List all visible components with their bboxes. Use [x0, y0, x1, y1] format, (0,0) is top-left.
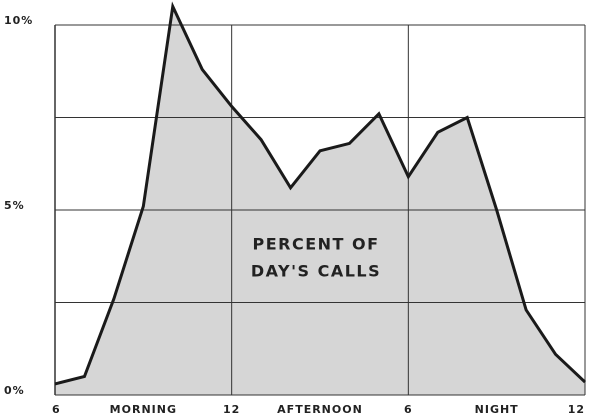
- y-tick-label: 10%: [4, 14, 33, 27]
- x-period-label: NIGHT: [475, 403, 519, 416]
- annotation: PERCENT OF: [252, 235, 379, 254]
- x-tick-label: 12: [568, 403, 585, 416]
- y-tick-label: 0%: [4, 384, 25, 397]
- x-tick-label: 6: [404, 403, 413, 416]
- area-fill: [55, 6, 585, 395]
- x-period-label: AFTERNOON: [277, 403, 363, 416]
- y-tick-label: 5%: [4, 199, 25, 212]
- x-tick-label: 12: [223, 403, 240, 416]
- data-line: [54, 1, 587, 386]
- x-tick-label: 6: [52, 403, 61, 416]
- annotation: DAY'S CALLS: [251, 262, 381, 281]
- x-period-label: MORNING: [110, 403, 177, 416]
